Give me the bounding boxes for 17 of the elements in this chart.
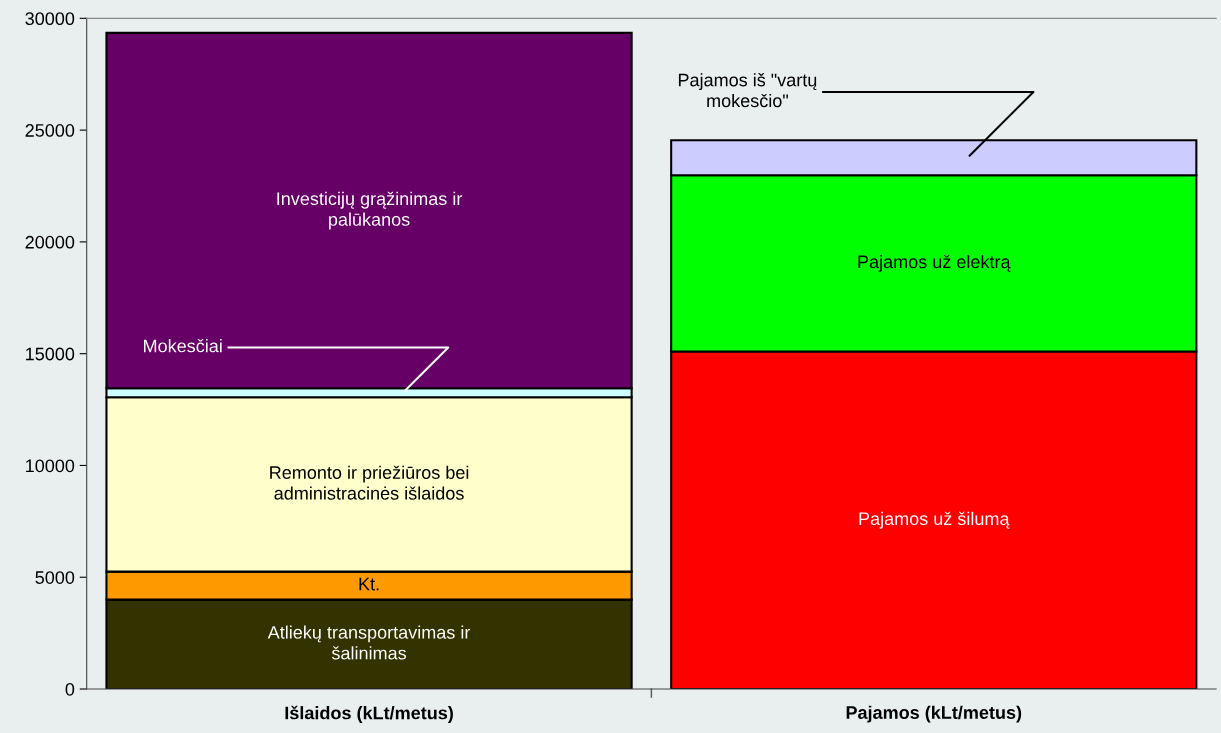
series-label: Pajamos už elektrą [858, 254, 1011, 272]
y-tick-label: 25000 [25, 124, 75, 137]
y-tick-label: 0 [65, 682, 75, 696]
y-tick-label: 5000 [35, 571, 75, 584]
series-label: Investicijų grąžinimas ir palūkanos [277, 191, 463, 230]
series-label: Pajamos už šilumą [859, 511, 1010, 529]
y-tick-label: 20000 [25, 235, 75, 249]
series-label: Pajamos iš "vartų mokesčio" [678, 73, 817, 108]
y-tick-label: 10000 [26, 459, 75, 473]
series-label: Mokesčiai [144, 339, 222, 353]
y-tick-label: 15000 [26, 347, 75, 361]
y-tick-label: 30000 [25, 12, 75, 26]
series-label: Remonto ir priežiūros bei administracinės išlaidos [270, 465, 469, 500]
x-tick-label: Išlaidos (kLt/metus) [285, 705, 453, 723]
x-tick-label: Pajamos (kLt/metus) [846, 705, 1022, 723]
series-label: Kt. [359, 577, 379, 591]
series-label: Atliekų transportavimas ir šalinimas [267, 625, 471, 660]
